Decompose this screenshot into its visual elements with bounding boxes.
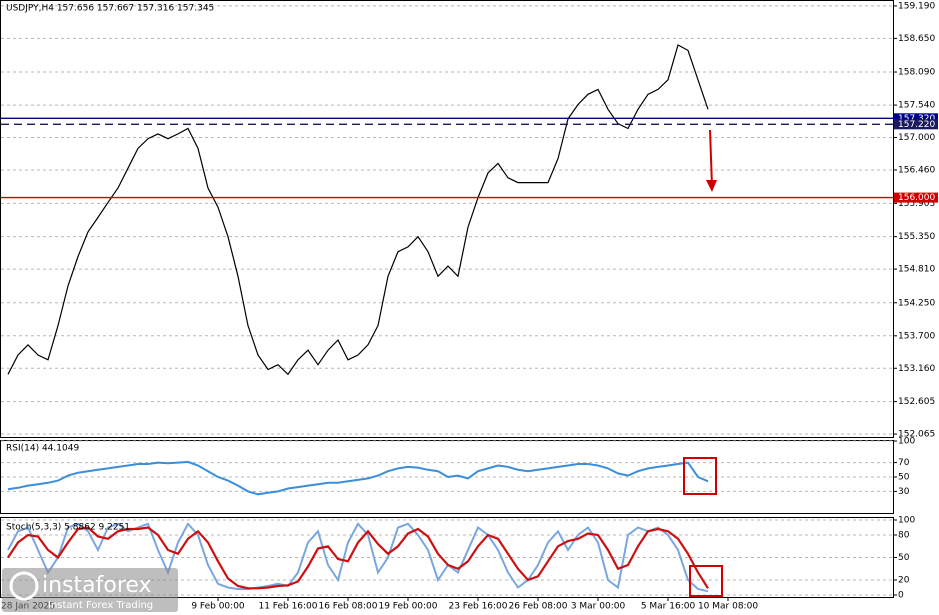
panel-title: RSI(14) 44.1049 [6, 444, 79, 454]
x-tick-label: 11 Feb 16:00 [258, 602, 317, 612]
y-tick-label: 20 [898, 576, 910, 586]
panel-title: Stoch(5,3,3) 5.8862 9.2251 [6, 523, 130, 533]
level-label-box [894, 192, 938, 203]
x-tick-label: 16 Feb 08:00 [318, 602, 377, 612]
logo-tagline: Instant Forex Trading [48, 600, 153, 611]
highlight-box [689, 565, 723, 597]
logo-backdrop [2, 568, 178, 612]
y-tick-label: 80 [898, 531, 910, 541]
y-tick-label: 155.350 [898, 232, 935, 242]
logo-name: instaforex [42, 573, 152, 598]
series-line [7, 526, 709, 590]
level-label-box [894, 119, 938, 130]
y-tick-label: 100 [898, 437, 915, 447]
y-tick-label: 153.160 [898, 364, 935, 374]
highlight-box [683, 457, 717, 495]
y-tick-label: 152.065 [898, 430, 935, 440]
series-line [7, 44, 709, 376]
level-label: 156.000 [898, 193, 935, 203]
y-tick-label: 153.700 [898, 331, 935, 341]
panel-title: USDJPY,H4 157.656 157.667 157.316 157.34… [6, 4, 214, 14]
level-label: 157.220 [898, 120, 935, 130]
arrow [709, 129, 713, 187]
x-tick-label: 5 Mar 16:00 [641, 602, 696, 612]
y-tick-label: 157.000 [898, 133, 935, 143]
y-tick-label: 154.250 [898, 298, 935, 308]
y-tick-label: 50 [898, 553, 910, 563]
x-tick-label: 19 Feb 00:00 [378, 602, 437, 612]
y-tick-label: 50 [898, 473, 910, 483]
level-label: 157.320 [898, 114, 935, 124]
y-tick-label: 158.090 [898, 68, 935, 78]
x-tick-label: 9 Feb 00:00 [191, 602, 245, 612]
y-tick-label: 30 [898, 487, 910, 497]
x-tick-label: 26 Feb 08:00 [508, 602, 567, 612]
y-tick-label: 158.650 [898, 34, 935, 44]
y-tick-label: 159.190 [898, 1, 935, 11]
x-tick-label: 3 Mar 00:00 [571, 602, 626, 612]
y-tick-label: 0 [898, 591, 904, 601]
main-panel [0, 0, 894, 438]
y-tick-label: 100 [898, 516, 915, 526]
x-tick-label: 23 Feb 16:00 [448, 602, 507, 612]
y-tick-label: 157.540 [898, 101, 935, 111]
y-tick-label: 154.810 [898, 265, 935, 275]
logo-icon [9, 571, 39, 601]
x-tick-label: 10 Mar 08:00 [698, 602, 758, 612]
y-tick-label: 156.460 [898, 165, 935, 175]
series-line [7, 460, 709, 496]
level-label-box [894, 113, 938, 124]
arrow-head [706, 180, 717, 192]
y-tick-label: 152.605 [898, 397, 935, 407]
y-tick-label: 70 [898, 458, 910, 468]
y-tick-label: 155.905 [898, 199, 935, 209]
